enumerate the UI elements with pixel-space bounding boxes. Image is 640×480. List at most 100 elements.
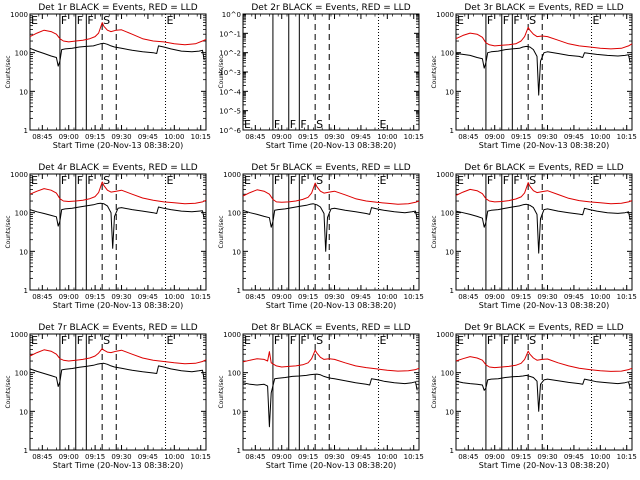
x-tick-label: 08:45: [458, 453, 478, 461]
x-tick-label: 08:45: [32, 133, 52, 141]
x-axis-title: Start Time (20-Nov-13 08:38:20): [266, 141, 396, 150]
lld-series-line: [455, 26, 633, 50]
x-tick-label: 09:30: [537, 453, 557, 461]
x-tick-label: 09:30: [537, 133, 557, 141]
y-tick-label: 10: [19, 88, 28, 96]
x-tick-label: 09:15: [85, 453, 105, 461]
marker-label: F: [87, 14, 93, 27]
x-tick-label: 09:00: [272, 453, 292, 461]
x-tick-label: 10:15: [617, 293, 637, 301]
x-tick-label: 08:45: [458, 133, 478, 141]
y-tick-label: 1: [450, 447, 454, 455]
marker-label: E: [380, 174, 387, 187]
x-tick-label: 10:15: [404, 453, 424, 461]
y-tick-label: 100: [228, 370, 241, 378]
y-axis-title: Counts/sec: [5, 215, 12, 248]
events-series-line: [29, 362, 205, 387]
marker-label: F: [503, 14, 509, 27]
x-tick-label: 09:45: [138, 133, 158, 141]
panel-det-3: Det 3r BLACK = Events, RED = LLD 1 10 100 10…: [431, 3, 637, 150]
y-tick-label: 10: [19, 248, 28, 256]
x-axis-title: Start Time (20-Nov-13 08:38:20): [479, 461, 609, 470]
panel-title: Det 5r BLACK = Events, RED = LLD: [251, 163, 410, 173]
y-tick-label: 1: [24, 127, 28, 135]
x-axis-title: Start Time (20-Nov-13 08:38:20): [53, 461, 183, 470]
plot-frame: [29, 333, 207, 451]
y-tick-label: 1000: [223, 331, 241, 339]
marker-label: F: [77, 14, 83, 27]
marker-label: F: [274, 174, 280, 187]
marker-label: F: [290, 174, 296, 187]
panel-det-8: Det 8r BLACK = Events, RED = LLD 1 10 100 10…: [218, 323, 424, 470]
x-tick-label: 10:00: [377, 453, 397, 461]
y-tick-label: 10: [232, 248, 241, 256]
y-tick-label: 100: [228, 210, 241, 218]
plot-frame: [29, 173, 207, 291]
marker-label: E: [167, 14, 174, 27]
marker-label: F: [513, 174, 519, 187]
marker-label: S: [316, 174, 323, 187]
y-tick-label: 10^-1: [219, 30, 241, 38]
y-tick-label: 100: [15, 370, 28, 378]
panel-det-6: Det 6r BLACK = Events, RED = LLD 1 10 100 10…: [431, 163, 637, 310]
x-tick-label: 09:45: [138, 453, 158, 461]
marker-label: F: [61, 174, 67, 187]
marker-label: E: [457, 14, 464, 27]
y-tick-label: 100: [441, 50, 454, 58]
x-axis-title: Start Time (20-Nov-13 08:38:20): [479, 301, 609, 310]
x-tick-label: 09:00: [59, 293, 79, 301]
marker-label: F: [487, 334, 493, 347]
y-tick-label: 10: [19, 408, 28, 416]
marker-label: S: [316, 118, 323, 131]
x-tick-label: 09:45: [564, 133, 584, 141]
panel-title: Det 9r BLACK = Events, RED = LLD: [464, 323, 623, 333]
lld-series-line: [455, 350, 633, 372]
events-series-line: [455, 374, 631, 412]
x-tick-label: 10:15: [404, 133, 424, 141]
marker-label: E: [31, 334, 38, 347]
x-tick-label: 09:30: [111, 453, 131, 461]
marker-label: E: [593, 14, 600, 27]
lld-series-line: [455, 182, 633, 205]
panel-title: Det 7r BLACK = Events, RED = LLD: [38, 323, 197, 333]
marker-label: F: [513, 334, 519, 347]
x-tick-label: 09:45: [564, 453, 584, 461]
x-axis-title: Start Time (20-Nov-13 08:38:20): [479, 141, 609, 150]
y-tick-label: 1000: [10, 171, 28, 179]
y-tick-label: 10^-6: [219, 127, 241, 135]
y-axis-title: Counts/sec: [218, 375, 225, 408]
y-axis-title: Counts/sec: [431, 215, 438, 248]
x-tick-label: 09:15: [298, 133, 318, 141]
y-tick-label: 100: [441, 210, 454, 218]
lld-series-line: [29, 181, 207, 205]
y-tick-label: 100: [441, 370, 454, 378]
x-tick-label: 09:15: [511, 133, 531, 141]
y-tick-label: 1: [450, 127, 454, 135]
marker-label: E: [593, 334, 600, 347]
marker-label: F: [274, 118, 280, 131]
lld-series-line: [29, 22, 207, 46]
marker-label: E: [167, 174, 174, 187]
marker-label: F: [513, 14, 519, 27]
events-series-line: [242, 373, 418, 428]
x-tick-label: 09:00: [485, 293, 505, 301]
marker-label: S: [529, 334, 536, 347]
events-series-line: [29, 42, 205, 67]
marker-label: E: [31, 174, 38, 187]
marker-label: F: [487, 174, 493, 187]
panel-det-5: Det 5r BLACK = Events, RED = LLD 1 10 100 10…: [218, 163, 424, 310]
panel-det-9: Det 9r BLACK = Events, RED = LLD 1 10 100 10…: [431, 323, 637, 470]
marker-label: E: [244, 174, 251, 187]
panel-title: Det 2r BLACK = Events, RED = LLD: [251, 3, 410, 13]
panel-det-2: Det 2r BLACK = Events, RED = LLD 10^-6 10^…: [218, 3, 424, 150]
y-axis-title: Counts/sec: [5, 375, 12, 408]
y-axis-title: Counts/sec: [431, 55, 438, 88]
y-tick-label: 1: [450, 287, 454, 295]
x-tick-label: 10:00: [377, 293, 397, 301]
y-tick-label: 10^-4: [219, 88, 241, 96]
marker-label: F: [77, 334, 83, 347]
plot-frame: [29, 13, 207, 131]
x-tick-label: 09:30: [537, 293, 557, 301]
marker-label: F: [87, 334, 93, 347]
x-tick-label: 10:15: [617, 453, 637, 461]
